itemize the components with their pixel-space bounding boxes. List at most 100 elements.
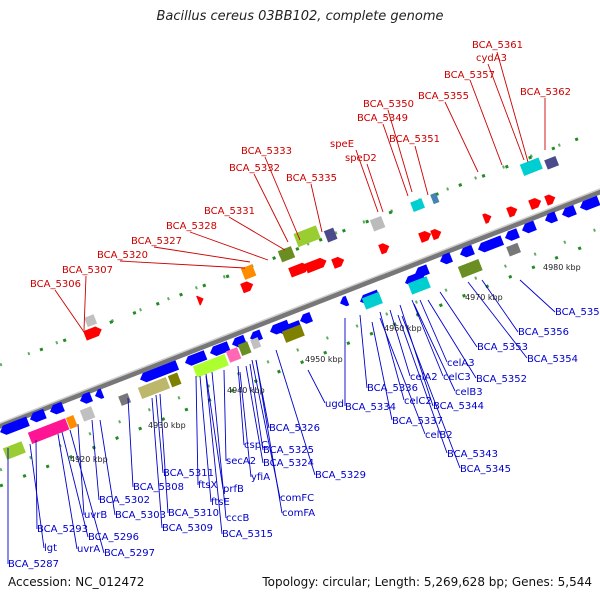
forward-gene-arrow[interactable] (288, 261, 310, 278)
gene-label-bca5337[interactable]: BCA_5337 (392, 416, 443, 427)
gene-label-bca5325[interactable]: BCA_5325 (263, 445, 314, 456)
gene-label-bca5287[interactable]: BCA_5287 (8, 559, 59, 570)
gene-label-bca5356[interactable]: BCA_5356 (518, 327, 569, 338)
gene-label-bca5343[interactable]: BCA_5343 (447, 449, 498, 460)
reverse-gene-block[interactable] (79, 406, 96, 422)
reverse-gene-block[interactable] (192, 354, 229, 378)
reverse-gene-block[interactable] (27, 418, 70, 444)
gene-label-bca5361[interactable]: BCA_5361 (472, 40, 523, 51)
forward-gene-block[interactable] (544, 155, 559, 170)
reverse-gene-block[interactable] (281, 324, 305, 343)
reverse-gene-arrow[interactable] (183, 350, 208, 367)
forward-gene-arrow[interactable] (430, 227, 443, 241)
reverse-gene-arrow[interactable] (413, 264, 430, 278)
gene-label-bca5354[interactable]: BCA_5354 (527, 354, 578, 365)
reverse-gene-arrow[interactable] (560, 204, 577, 219)
gene-label-bca5324[interactable]: BCA_5324 (263, 458, 314, 469)
gene-label-uvra[interactable]: uvrA (77, 544, 100, 555)
gene-label-bca5310[interactable]: BCA_5310 (168, 508, 219, 519)
gene-label-bca5357[interactable]: BCA_5357 (444, 70, 495, 81)
reverse-gene-arrow[interactable] (438, 252, 453, 266)
reverse-gene-block[interactable] (137, 376, 171, 400)
forward-gene-arrow[interactable] (528, 196, 543, 210)
reverse-gene-arrow[interactable] (520, 220, 537, 235)
forward-gene-block[interactable] (519, 157, 543, 176)
gene-label-bca5315[interactable]: BCA_5315 (222, 529, 273, 540)
forward-gene-block[interactable] (323, 227, 338, 243)
gene-label-bca5345[interactable]: BCA_5345 (460, 464, 511, 475)
gene-label-bca5311[interactable]: BCA_5311 (163, 468, 214, 479)
forward-gene-arrow[interactable] (482, 212, 493, 224)
reverse-gene-arrow[interactable] (138, 360, 180, 384)
gene-label-bca5320[interactable]: BCA_5320 (97, 250, 148, 261)
reverse-gene-block[interactable] (250, 337, 262, 350)
reverse-gene-block[interactable] (65, 415, 78, 430)
gene-label-bca5328[interactable]: BCA_5328 (166, 221, 217, 232)
reverse-gene-block[interactable] (361, 291, 383, 310)
gene-label-ftse[interactable]: ftsE (211, 497, 230, 508)
gene-label-ugd[interactable]: ugd (325, 399, 344, 410)
forward-gene-arrow[interactable] (196, 294, 205, 306)
gene-label-celc2[interactable]: celC2 (404, 396, 432, 407)
gene-label-sped2[interactable]: speD2 (345, 153, 377, 164)
gene-label-bca5296[interactable]: BCA_5296 (88, 532, 139, 543)
reverse-gene-arrow[interactable] (298, 311, 313, 326)
gene-label-bca5335[interactable]: BCA_5335 (286, 173, 337, 184)
gene-label-bca5359[interactable]: BCA_5359 (555, 307, 600, 318)
gene-label-comfa[interactable]: comFA (282, 508, 315, 519)
gene-label-celb3[interactable]: celB3 (455, 387, 483, 398)
gene-label-bca5329[interactable]: BCA_5329 (315, 470, 366, 481)
reverse-gene-block[interactable] (225, 347, 242, 363)
gene-label-celb2[interactable]: celB2 (425, 430, 453, 441)
forward-gene-arrow[interactable] (304, 256, 328, 274)
gene-label-ftsx[interactable]: ftsX (198, 480, 217, 491)
gene-label-cela3[interactable]: celA3 (447, 358, 475, 369)
forward-gene-arrow[interactable] (331, 255, 346, 269)
reverse-gene-arrow[interactable] (543, 211, 558, 225)
forward-gene-arrow[interactable] (240, 280, 255, 294)
reverse-gene-arrow[interactable] (93, 388, 105, 400)
reverse-gene-arrow[interactable] (28, 408, 47, 424)
reverse-gene-block[interactable] (237, 341, 252, 357)
reverse-gene-arrow[interactable] (476, 235, 505, 254)
gene-label-bca5336[interactable]: BCA_5336 (367, 383, 418, 394)
gene-label-bca5309[interactable]: BCA_5309 (162, 523, 213, 534)
reverse-gene-block[interactable] (118, 392, 132, 406)
gene-label-bca5327[interactable]: BCA_5327 (131, 236, 182, 247)
forward-gene-arrow[interactable] (506, 205, 519, 218)
gene-label-bca5362[interactable]: BCA_5362 (520, 87, 571, 98)
gene-label-cccb[interactable]: cccB (226, 513, 249, 524)
forward-gene-arrow[interactable] (378, 241, 391, 255)
gene-label-bca5307[interactable]: BCA_5307 (62, 265, 113, 276)
gene-label-uvrb[interactable]: uvrB (84, 510, 107, 521)
gene-label-lgt[interactable]: lgt (44, 543, 57, 554)
forward-gene-arrow[interactable] (83, 325, 103, 341)
reverse-gene-block[interactable] (167, 372, 182, 388)
gene-label-bca5352[interactable]: BCA_5352 (476, 374, 527, 385)
gene-label-prfb[interactable]: prfB (223, 484, 244, 495)
reverse-gene-arrow[interactable] (0, 416, 30, 437)
gene-label-bca5350[interactable]: BCA_5350 (363, 99, 414, 110)
gene-label-bca5349[interactable]: BCA_5349 (357, 113, 408, 124)
gene-label-cspc[interactable]: cspC (244, 440, 268, 451)
gene-label-bca5332[interactable]: BCA_5332 (229, 163, 280, 174)
gene-label-bca5308[interactable]: BCA_5308 (133, 482, 184, 493)
reverse-gene-arrow[interactable] (458, 244, 475, 259)
forward-gene-block[interactable] (84, 314, 98, 328)
reverse-gene-block[interactable] (407, 276, 431, 295)
reverse-gene-arrow[interactable] (338, 295, 350, 308)
gene-label-bca5351[interactable]: BCA_5351 (389, 134, 440, 145)
gene-label-bca5344[interactable]: BCA_5344 (433, 401, 484, 412)
gene-label-yfia[interactable]: yfiA (251, 472, 270, 483)
reverse-gene-arrow[interactable] (48, 401, 65, 416)
reverse-gene-arrow[interactable] (248, 329, 263, 343)
reverse-gene-block[interactable] (2, 441, 26, 460)
gene-label-cyda3[interactable]: cydA3 (476, 53, 507, 64)
forward-gene-block[interactable] (410, 198, 425, 212)
gene-label-bca5297[interactable]: BCA_5297 (104, 548, 155, 559)
gene-label-celc3[interactable]: celC3 (443, 372, 471, 383)
gene-label-bca5306[interactable]: BCA_5306 (30, 279, 81, 290)
forward-gene-block[interactable] (430, 192, 440, 205)
forward-gene-block[interactable] (240, 264, 257, 280)
gene-label-seca2[interactable]: secA2 (226, 456, 256, 467)
